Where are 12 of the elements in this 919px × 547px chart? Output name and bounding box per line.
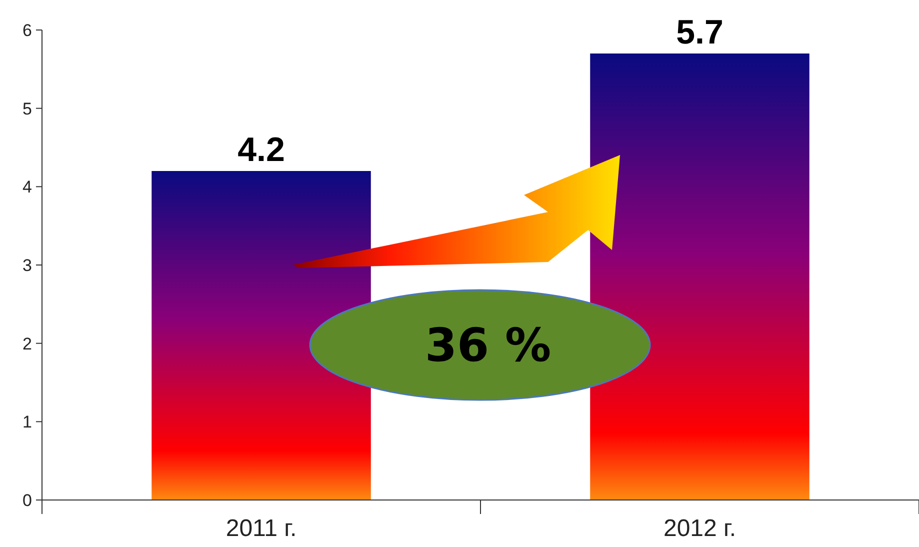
x-tick-label: 2011 г.	[226, 515, 297, 542]
y-tick-label: 3	[22, 256, 32, 275]
annotation: 36 %	[424, 318, 552, 372]
y-tick-label: 2	[22, 334, 32, 354]
y-tick-label: 0	[22, 490, 32, 510]
data-label: 4.2	[238, 131, 285, 169]
y-tick-label: 5	[22, 99, 32, 118]
y-tick-label: 1	[22, 412, 32, 432]
x-tick-label: 2012 г.	[663, 515, 736, 542]
y-tick-label: 4	[22, 178, 32, 197]
y-tick-label: 6	[22, 20, 32, 40]
data-label: 5.7	[676, 14, 724, 52]
